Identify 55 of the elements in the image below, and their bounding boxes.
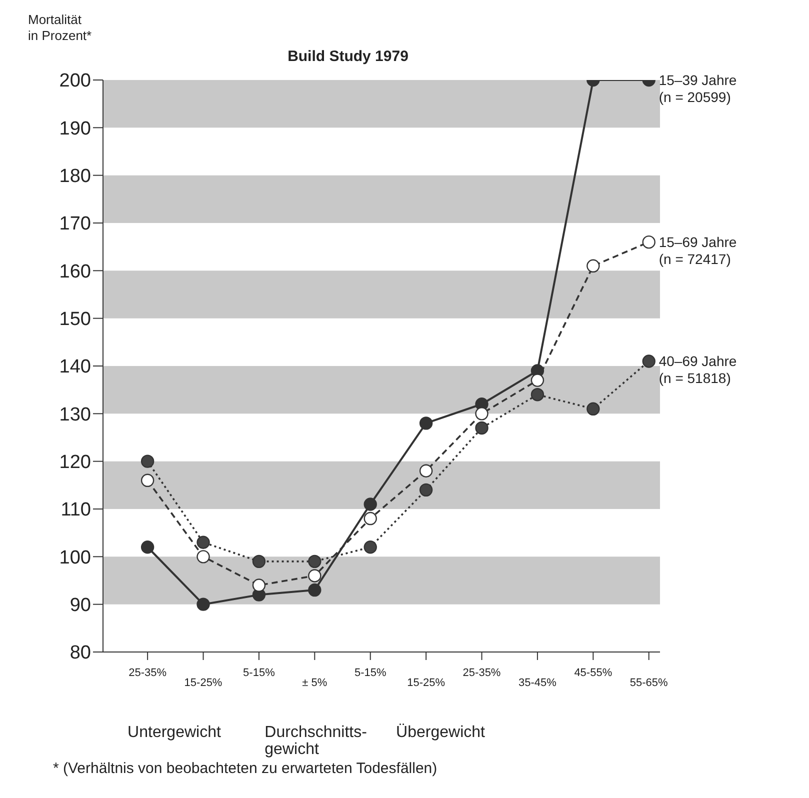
point — [475, 421, 488, 435]
y-tick-label: 150 — [59, 309, 91, 330]
point — [252, 578, 266, 592]
text: Untergewicht — [128, 724, 221, 741]
series-label: 15–39 Jahre (n = 20599) — [658, 72, 737, 105]
point — [308, 569, 322, 582]
x-tick-label: ± 5% — [302, 677, 328, 689]
x-tick-label: 45-55% — [574, 667, 612, 679]
point — [530, 374, 544, 387]
point — [586, 402, 600, 416]
point — [642, 354, 656, 368]
x-tick-label: 25-35% — [462, 667, 501, 679]
y-tick-label: 80 — [70, 642, 91, 664]
point — [419, 464, 433, 478]
point — [140, 454, 154, 468]
text: * (Verhältnis von beobachteten zu erwarteten Todesfällen) — [53, 760, 438, 777]
text: Übergewicht — [396, 724, 485, 741]
y-tick-label: 140 — [59, 356, 91, 378]
point — [308, 583, 322, 597]
chart-title: Build Study 1979 — [286, 48, 410, 65]
y-tick-label: 200 — [59, 70, 91, 92]
x-tick-label: 35-45% — [518, 677, 557, 689]
point — [364, 498, 377, 511]
x-tick-label: 25-35% — [128, 667, 167, 679]
text: Durchschnitts- gewicht — [264, 724, 367, 758]
point — [140, 474, 154, 487]
y-tick-label: 180 — [59, 166, 91, 188]
y-tick-label: 110 — [60, 500, 91, 521]
series-label: 40–69 Jahre (n = 51818) — [658, 353, 737, 386]
point — [196, 536, 210, 549]
point — [252, 554, 266, 568]
point — [475, 407, 488, 420]
point — [364, 512, 377, 526]
y-tick-label: 130 — [59, 404, 91, 426]
x-tick-label: 15-25% — [407, 677, 446, 689]
point — [140, 540, 154, 554]
point — [419, 483, 433, 497]
y-axis-title: Mortalität in Prozent* — [28, 12, 92, 44]
x-tick-label: 5-15% — [354, 667, 386, 679]
x-tick-label: 55-65% — [630, 677, 668, 689]
point — [196, 550, 210, 564]
y-tick-label: 90 — [70, 595, 91, 616]
point — [530, 388, 544, 402]
point — [196, 598, 210, 611]
series-label: 15–69 Jahre (n = 72417) — [658, 234, 737, 268]
y-tick-label: 190 — [59, 118, 91, 140]
point — [419, 416, 433, 430]
point — [364, 540, 377, 554]
y-tick-label: 160 — [59, 261, 91, 282]
x-tick-label: 15-25% — [184, 677, 222, 689]
point — [308, 554, 322, 568]
y-tick-label: 170 — [59, 214, 91, 235]
y-tick-label: 100 — [59, 547, 91, 568]
x-tick-label: 5-15% — [243, 667, 276, 679]
y-tick-label: 120 — [59, 452, 91, 474]
